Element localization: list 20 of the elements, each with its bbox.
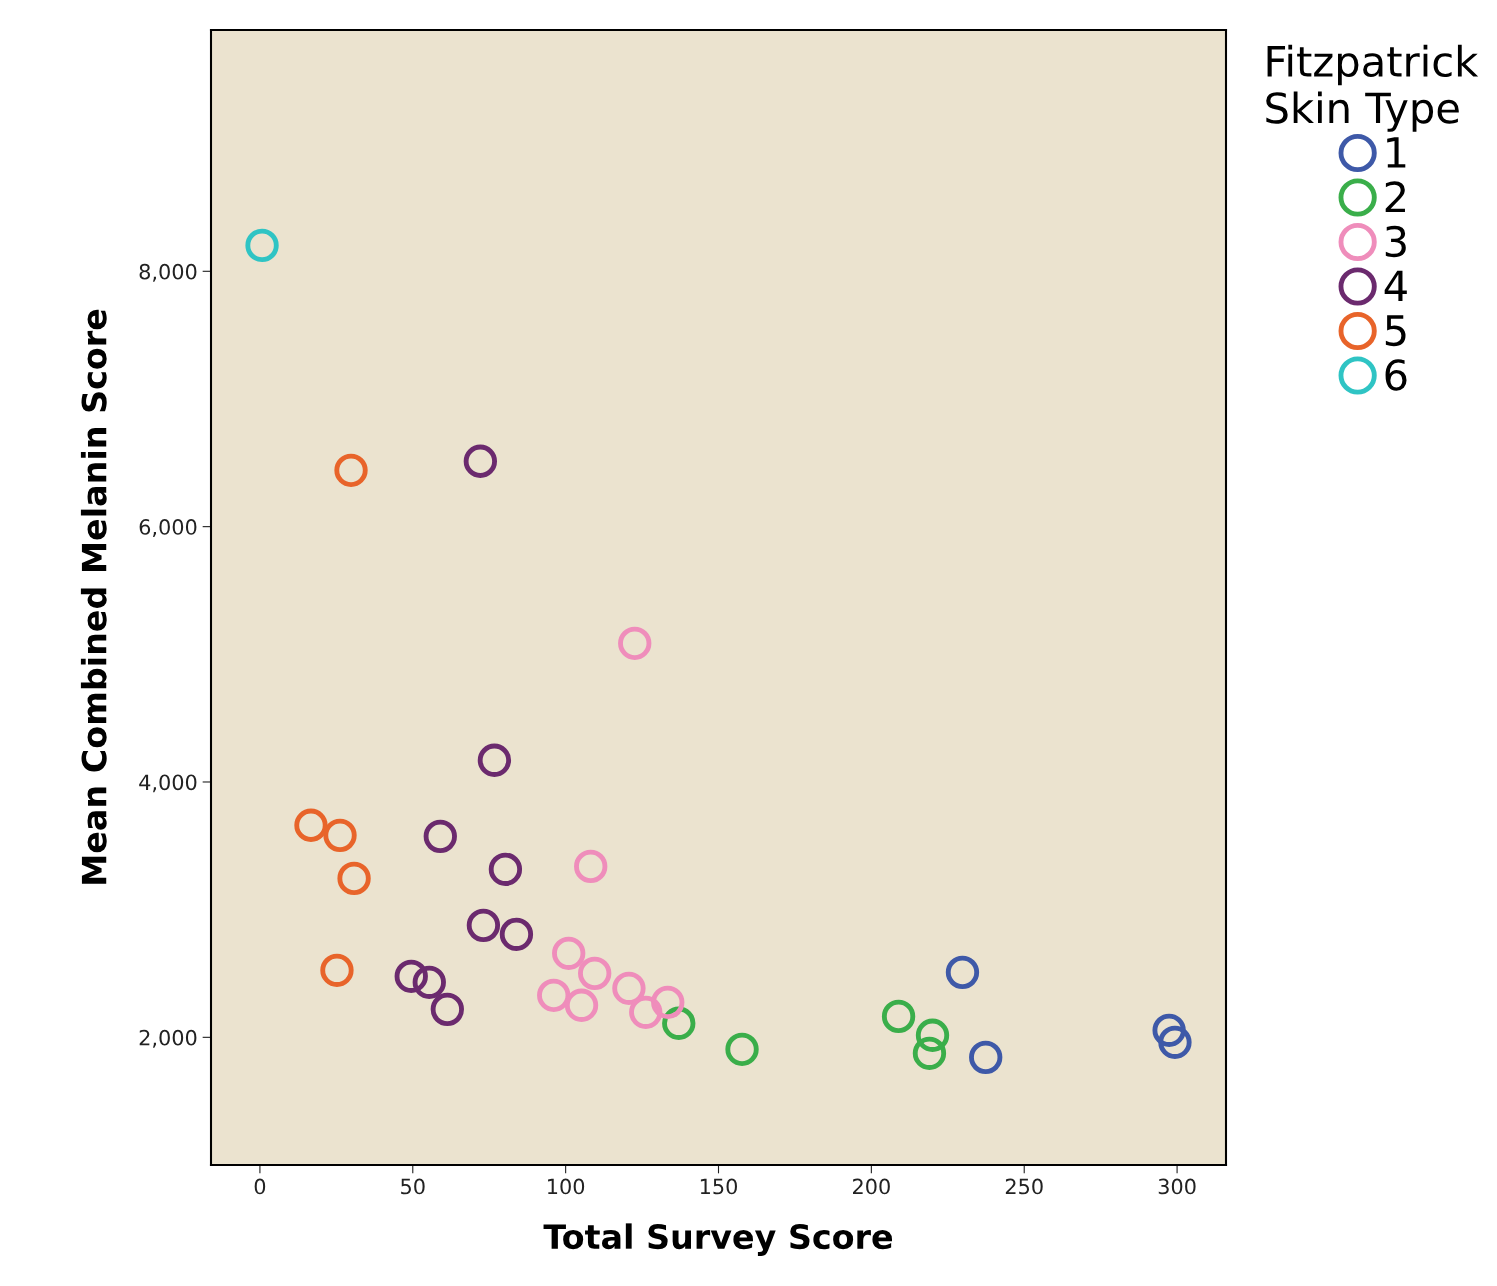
x-tick-label: 200 [853,1178,890,1195]
legend-label: 4 [1384,270,1407,302]
y-tick-label: 8,000 [139,263,197,282]
legend-label: 3 [1385,225,1406,258]
y-tick-label: 6,000 [139,519,197,537]
y-tick-label: 4,000 [139,774,197,793]
legend-label: 5 [1385,315,1406,347]
x-tick-label: 100 [548,1178,585,1195]
legend-label: 2 [1385,181,1405,213]
legend-title: Fitzpatrick Skin Type [1266,44,1479,132]
legend-label: 6 [1385,359,1407,391]
x-tick-label: 0 [254,1178,266,1195]
y-tick-label: 2,000 [139,1029,197,1048]
x-tick-label: 150 [700,1178,737,1195]
legend-label: 1 [1387,137,1406,168]
x-tick-label: 250 [1005,1178,1043,1195]
x-tick-label: 300 [1158,1178,1196,1195]
y-axis-title: Mean Combined Melanin Score [80,309,107,884]
x-axis-title: Total Survey Score [543,1223,893,1256]
x-tick-label: 50 [401,1178,425,1195]
